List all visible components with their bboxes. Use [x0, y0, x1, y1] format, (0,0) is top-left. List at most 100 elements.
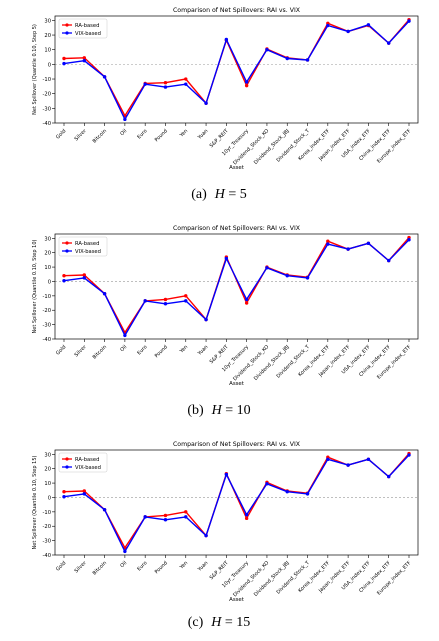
x-tick-label: Euro: [136, 344, 148, 356]
chart-panel-3: Comparison of Net Spillovers: RAI vs. VI…: [32, 441, 419, 630]
legend-marker: [65, 465, 69, 469]
caption-value: = 15: [221, 615, 250, 630]
data-point-ra: [82, 489, 86, 493]
x-tick-label: Yen: [178, 560, 189, 571]
data-point-vix: [387, 258, 391, 263]
series-line-vix: [63, 239, 410, 337]
caption-variable: H: [211, 403, 223, 418]
data-point-ra: [62, 274, 66, 278]
y-tick-label: 10: [44, 48, 51, 54]
data-point-vix: [102, 507, 107, 512]
data-point-vix: [62, 61, 66, 66]
y-tick-label: 0: [48, 495, 51, 501]
data-point-ra: [62, 56, 66, 61]
legend-marker: [65, 23, 69, 27]
data-point-vix: [387, 41, 391, 45]
data-point-vix: [143, 515, 147, 519]
data-point-vix: [407, 19, 411, 23]
y-tick-label: -30: [43, 106, 51, 112]
chart-title: Comparison of Net Spillovers: RAI vs. VI…: [173, 225, 301, 232]
plot-frame: [54, 15, 419, 124]
y-tick-label: 0: [48, 62, 51, 68]
y-tick-label: -30: [43, 539, 51, 545]
x-tick-label: Bitcoin: [92, 344, 108, 360]
x-tick-label: Oil: [119, 560, 128, 569]
y-tick-label: -20: [43, 524, 51, 530]
data-point-vix: [407, 238, 411, 242]
data-point-vix: [143, 82, 147, 86]
y-tick-label: 30: [44, 452, 51, 458]
data-point-vix: [244, 80, 249, 84]
data-point-vix: [163, 518, 168, 522]
data-point-vix: [224, 37, 229, 42]
data-point-vix: [265, 266, 269, 270]
x-tick-label: Euro: [136, 128, 148, 140]
data-point-vix: [184, 299, 188, 303]
data-point-vix: [224, 472, 229, 477]
data-point-vix: [82, 59, 86, 63]
x-tick-label: Dividend_Stock_KO: [232, 344, 270, 382]
x-tick-label: Dividend_Stock_JBJ: [253, 344, 291, 382]
data-point-vix: [387, 474, 391, 479]
x-tick-label: Pound: [154, 560, 169, 575]
y-axis-label: Net Spillover (Quantile 0.10, Step 15): [32, 456, 38, 550]
caption-label: (c): [188, 615, 204, 630]
data-point-vix: [123, 333, 127, 338]
data-point-vix: [407, 453, 411, 457]
legend-label: RA-based: [75, 23, 99, 29]
x-axis-label: Asset: [229, 165, 244, 171]
data-point-ra: [62, 490, 66, 494]
chart-panel-1: Comparison of Net Spillovers: RAI vs. VI…: [32, 7, 419, 202]
data-point-vix: [326, 457, 330, 462]
y-tick-label: 10: [44, 265, 51, 271]
x-tick-label: Dividend_Stock_JBJ: [253, 560, 291, 598]
x-tick-label: Dividend_Stock_KO: [232, 128, 270, 166]
data-point-vix: [265, 482, 269, 486]
y-tick-label: -40: [43, 337, 51, 343]
y-axis-label: Net Spillover (Quantile 0.10, Step 10): [32, 240, 38, 334]
legend-marker: [65, 241, 69, 245]
data-point-vix: [163, 302, 168, 306]
data-point-ra: [163, 80, 168, 85]
data-point-vix: [82, 276, 86, 280]
x-tick-label: Yen: [178, 344, 189, 355]
data-point-vix: [305, 58, 310, 62]
y-tick-label: -30: [43, 323, 51, 329]
y-axis-label: Net Spillover (Quantile 0.10, Step 5): [32, 24, 38, 115]
x-tick-label: Yuan: [196, 560, 209, 573]
data-point-vix: [184, 82, 188, 86]
data-point-vix: [366, 457, 371, 462]
x-tick-label: Pound: [154, 128, 169, 143]
legend-marker: [65, 249, 69, 253]
y-tick-label: -20: [43, 92, 51, 98]
x-tick-label: Gold: [55, 344, 67, 356]
chart-panel-2: Comparison of Net Spillovers: RAI vs. VI…: [32, 225, 419, 418]
y-tick-label: 30: [44, 18, 51, 24]
data-point-vix: [346, 463, 350, 467]
y-tick-label: -10: [43, 77, 51, 83]
data-point-vix: [123, 549, 127, 554]
data-point-ra: [184, 510, 188, 514]
data-point-vix: [204, 533, 208, 538]
caption-variable: H: [210, 615, 222, 630]
data-point-ra: [326, 239, 330, 243]
legend-label: RA-based: [75, 457, 99, 463]
x-tick-label: Yuan: [196, 128, 209, 141]
data-point-vix: [82, 492, 86, 496]
data-point-vix: [102, 291, 107, 296]
y-tick-label: 20: [44, 467, 51, 473]
caption-value: = 10: [222, 403, 251, 418]
data-point-ra: [244, 516, 249, 521]
y-tick-label: 30: [44, 236, 51, 242]
data-point-ra: [184, 77, 188, 81]
data-point-vix: [346, 29, 350, 34]
x-tick-label: Yuan: [196, 344, 209, 357]
data-point-vix: [265, 48, 269, 52]
data-point-vix: [62, 495, 66, 499]
legend-marker: [65, 457, 69, 461]
data-point-vix: [305, 276, 310, 280]
data-point-vix: [244, 513, 249, 517]
data-point-ra: [244, 301, 249, 305]
data-point-ra: [163, 513, 168, 518]
legend-marker: [65, 31, 69, 35]
